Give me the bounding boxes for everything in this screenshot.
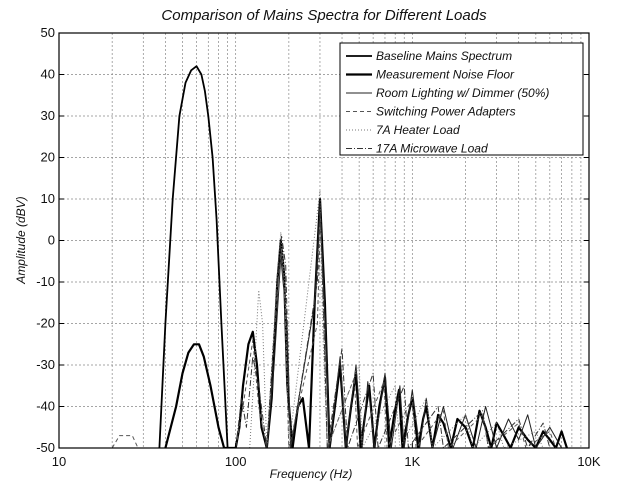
y-axis-label: Amplitude (dBV) <box>14 196 28 284</box>
legend-label-1: Baseline Mains Spectrum <box>376 49 512 63</box>
y-tick-label: 50 <box>41 25 55 40</box>
legend-box <box>339 42 584 156</box>
y-tick-label: 30 <box>41 108 55 123</box>
series-layer <box>111 65 568 448</box>
x-tick-label: 100 <box>225 454 247 469</box>
x-tick-label: 10K <box>577 454 600 469</box>
y-tick-label: -30 <box>36 357 55 372</box>
legend-label-2: Measurement Noise Floor <box>376 68 515 82</box>
legend: Baseline Mains Spectrum Measurement Noise… <box>339 42 584 156</box>
legend-label-4: Switching Power Adapters <box>376 105 516 119</box>
y-tick-label: 20 <box>41 150 55 165</box>
y-tick-label: -10 <box>36 274 55 289</box>
y-tick-label: -50 <box>36 440 55 455</box>
legend-label-6: 17A Microwave Load <box>376 142 488 156</box>
y-tick-label: -20 <box>36 316 55 331</box>
legend-label-5: 7A Heater Load <box>376 123 460 137</box>
x-tick-label: 1K <box>404 454 420 469</box>
y-tick-label: 40 <box>41 67 55 82</box>
y-tick-label: 10 <box>41 191 55 206</box>
series-line-6 <box>235 202 551 448</box>
y-tick-label: 0 <box>48 233 55 248</box>
chart-title: Comparison of Mains Spectra for Differen… <box>161 7 487 24</box>
series-line-2 <box>164 197 568 448</box>
x-axis-label: Frequency (Hz) <box>270 467 353 481</box>
series-line-1 <box>158 65 229 448</box>
legend-label-3: Room Lighting w/ Dimmer (50%) <box>376 86 549 100</box>
y-tick-label: -40 <box>36 399 55 414</box>
x-tick-label: 10 <box>52 454 66 469</box>
